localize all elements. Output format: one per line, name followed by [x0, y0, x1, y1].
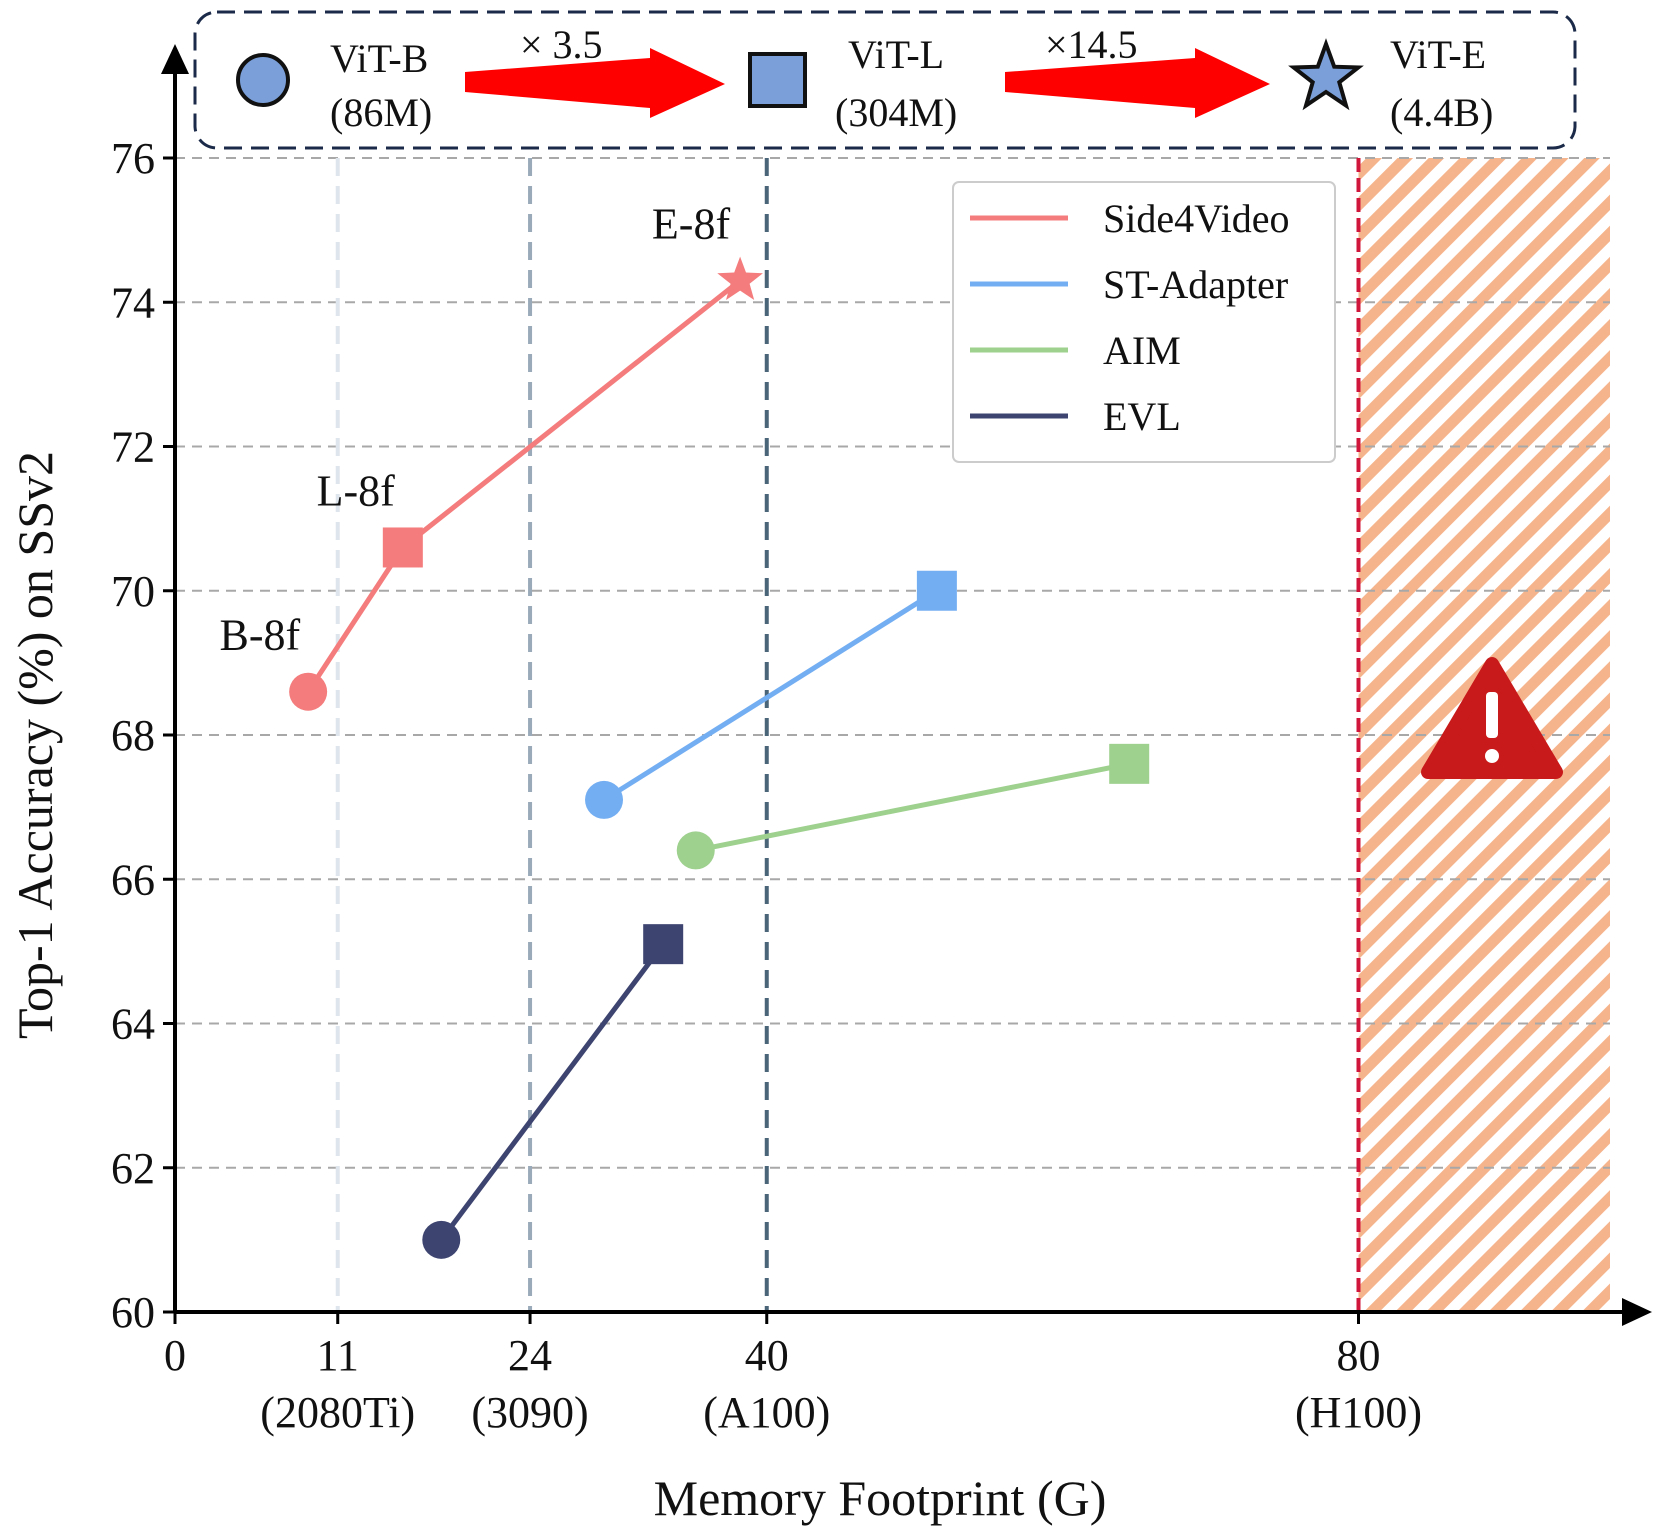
warning-exclamation-bar — [1486, 692, 1498, 738]
point-side4video-1 — [382, 527, 423, 568]
point-aim-0 — [676, 831, 715, 870]
grid-lines — [175, 157, 1610, 1169]
point-label-side4video-2: E-8f — [652, 200, 731, 249]
x-axis-arrow — [1622, 1298, 1652, 1326]
banner-frame — [193, 10, 1577, 150]
y-tick-label-68: 68 — [111, 711, 155, 760]
banner-vit-b-params: (86M) — [330, 90, 432, 135]
banner-vit-e-params: (4.4B) — [1390, 90, 1493, 135]
y-tick-label-70: 70 — [111, 567, 155, 616]
banner-arrow-1 — [465, 48, 725, 118]
banner-vit-l-params: (304M) — [835, 90, 957, 135]
x-tick-sublabel-80: (H100) — [1295, 1388, 1422, 1437]
legend-label-st-adapter: ST-Adapter — [1103, 262, 1288, 307]
point-label-side4video-1: L-8f — [317, 466, 396, 515]
y-axis-arrow — [161, 44, 189, 74]
y-ticks: 60 62 64 66 68 70 72 74 76 — [111, 134, 175, 1337]
series-line-aim — [695, 761, 1130, 853]
point-evl-0 — [422, 1220, 461, 1259]
data-series: B-8f L-8f E-8f — [219, 200, 1150, 1259]
y-tick-label-72: 72 — [111, 423, 155, 472]
x-tick-label-24: 24 — [508, 1331, 552, 1380]
legend: Side4Video ST-Adapter AIM EVL — [952, 181, 1336, 463]
legend-label-aim: AIM — [1103, 328, 1181, 373]
x-tick-sublabel-40: (A100) — [703, 1388, 830, 1437]
y-tick-label-66: 66 — [111, 855, 155, 904]
point-side4video-2 — [717, 256, 763, 300]
y-tick-label-64: 64 — [111, 1000, 155, 1049]
series-side4video: B-8f L-8f E-8f — [219, 200, 763, 711]
point-st-adapter-1 — [916, 570, 957, 611]
banner-vit-b-name: ViT-B — [330, 36, 428, 81]
series-st-adapter — [585, 570, 957, 819]
banner-vit-l-marker — [748, 52, 807, 108]
series-line-st-adapter — [602, 588, 939, 803]
series-evl — [422, 924, 684, 1259]
series-aim — [676, 743, 1150, 870]
point-side4video-0 — [289, 672, 328, 711]
model-scale-banner: ViT-B (86M) × 3.5 ViT-L (304M) ×14.5 ViT… — [193, 10, 1577, 150]
banner-ratio-2: ×14.5 — [1045, 22, 1138, 67]
warning-exclamation-dot — [1485, 749, 1499, 763]
x-tick-sublabel-11: (2080Ti) — [260, 1388, 415, 1437]
series-line-evl — [439, 942, 666, 1242]
point-label-side4video-0: B-8f — [219, 611, 300, 660]
x-tick-sublabel-24: (3090) — [471, 1388, 588, 1437]
axes — [161, 44, 1652, 1326]
point-st-adapter-0 — [585, 780, 624, 819]
legend-label-evl: EVL — [1103, 394, 1181, 439]
x-ticks: 0 11 (2080Ti) 24 (3090) 40 (A100) 80 (H100) — [164, 1312, 1422, 1437]
legend-label-side4video: Side4Video — [1103, 196, 1289, 241]
banner-arrow-2 — [1005, 48, 1270, 118]
legend-entries: Side4Video ST-Adapter AIM EVL — [970, 196, 1289, 439]
point-evl-1 — [643, 924, 684, 965]
x-tick-label-40: 40 — [745, 1331, 789, 1380]
banner-vit-b-marker — [236, 53, 290, 107]
x-tick-label-80: 80 — [1337, 1331, 1381, 1380]
y-axis-title: Top-1 Accuracy (%) on SSv2 — [7, 451, 63, 1039]
x-axis-title: Memory Footprint (G) — [654, 1470, 1107, 1526]
y-tick-label-60: 60 — [111, 1288, 155, 1337]
banner-vit-e-name: ViT-E — [1390, 32, 1486, 77]
legend-frame — [952, 181, 1336, 463]
y-tick-label-62: 62 — [111, 1144, 155, 1193]
warning-icon — [1421, 657, 1563, 779]
banner-vit-l-name: ViT-L — [848, 32, 944, 77]
y-tick-label-76: 76 — [111, 134, 155, 183]
banner-vit-e-marker — [1288, 38, 1364, 111]
point-aim-1 — [1109, 743, 1150, 784]
y-tick-label-74: 74 — [111, 278, 155, 327]
x-tick-label-0: 0 — [164, 1331, 186, 1380]
banner-ratio-1: × 3.5 — [520, 22, 603, 67]
x-tick-label-11: 11 — [317, 1331, 359, 1380]
